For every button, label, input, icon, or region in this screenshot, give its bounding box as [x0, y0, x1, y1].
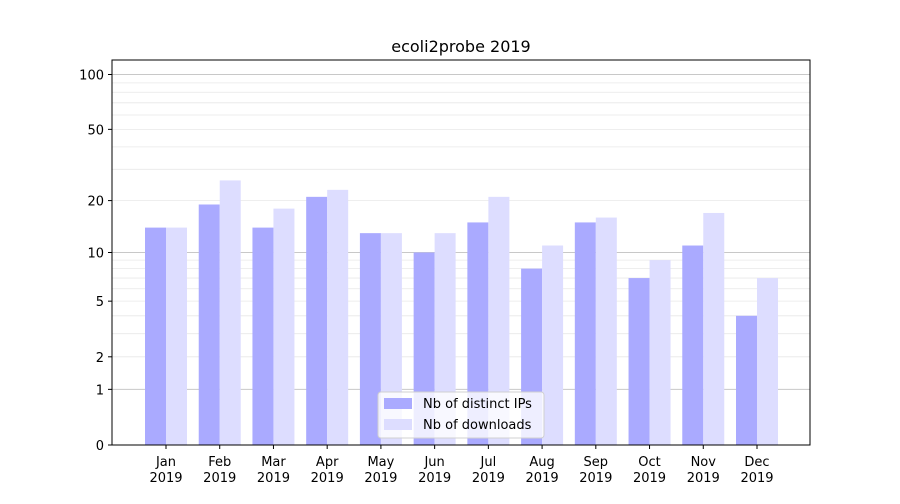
legend-swatch — [384, 398, 412, 409]
x-tick-label: Jan — [155, 455, 176, 470]
bar — [273, 208, 295, 445]
y-tick-label: 2 — [96, 351, 104, 366]
x-tick-label-year: 2019 — [311, 471, 344, 486]
bar — [649, 260, 671, 445]
y-tick-label: 20 — [87, 195, 104, 210]
legend-swatch — [384, 419, 412, 430]
bar — [736, 315, 757, 445]
y-tick-label: 50 — [87, 123, 104, 138]
x-tick-label-year: 2019 — [364, 471, 397, 486]
bar — [198, 204, 220, 445]
bar — [595, 217, 617, 445]
x-tick-label-year: 2019 — [472, 471, 505, 486]
x-tick-label: Feb — [208, 455, 231, 470]
bar — [306, 196, 328, 445]
bar — [682, 245, 704, 445]
x-tick-label-year: 2019 — [149, 471, 182, 486]
x-tick-label: Jul — [480, 455, 497, 470]
y-tick-label: 10 — [87, 247, 104, 262]
x-tick-label: Dec — [744, 455, 769, 470]
legend-label: Nb of downloads — [423, 418, 532, 433]
x-tick-label: Sep — [584, 455, 609, 470]
bar — [542, 245, 564, 445]
axis-layer: 0125102050100Jan2019Feb2019Mar2019Apr201… — [79, 69, 773, 486]
bar — [145, 227, 166, 445]
x-tick-label-year: 2019 — [257, 471, 290, 486]
legend-label: Nb of distinct IPs — [423, 397, 532, 412]
legend: Nb of distinct IPs Nb of downloads — [377, 391, 545, 439]
bar — [703, 212, 725, 445]
x-tick-label: Oct — [638, 455, 660, 470]
bar — [628, 278, 650, 445]
bar — [467, 222, 489, 445]
x-tick-label: Nov — [691, 455, 717, 470]
bar — [757, 278, 778, 445]
x-tick-label-year: 2019 — [633, 471, 666, 486]
bar — [219, 180, 241, 446]
bar — [488, 196, 510, 445]
x-tick-label: Mar — [261, 455, 286, 470]
legend-box — [377, 391, 545, 439]
x-tick-label-year: 2019 — [418, 471, 451, 486]
bar — [252, 227, 274, 445]
x-tick-label-year: 2019 — [687, 471, 720, 486]
x-tick-label: Aug — [529, 455, 554, 470]
bar — [359, 233, 381, 445]
bar-layer — [145, 180, 778, 446]
x-tick-label-year: 2019 — [740, 471, 773, 486]
x-tick-label: May — [367, 455, 394, 470]
y-tick-label: 100 — [79, 69, 104, 84]
bar — [574, 222, 596, 445]
y-tick-label: 1 — [96, 383, 104, 398]
x-tick-label: Apr — [316, 455, 339, 470]
y-tick-label: 5 — [96, 295, 104, 310]
x-tick-label: Jun — [423, 455, 444, 470]
x-tick-label-year: 2019 — [203, 471, 236, 486]
x-tick-label-year: 2019 — [526, 471, 559, 486]
y-tick-label: 0 — [96, 439, 104, 454]
chart-title: ecoli2probe 2019 — [391, 37, 530, 56]
bar — [327, 189, 349, 445]
x-tick-label-year: 2019 — [579, 471, 612, 486]
bar — [166, 227, 187, 445]
